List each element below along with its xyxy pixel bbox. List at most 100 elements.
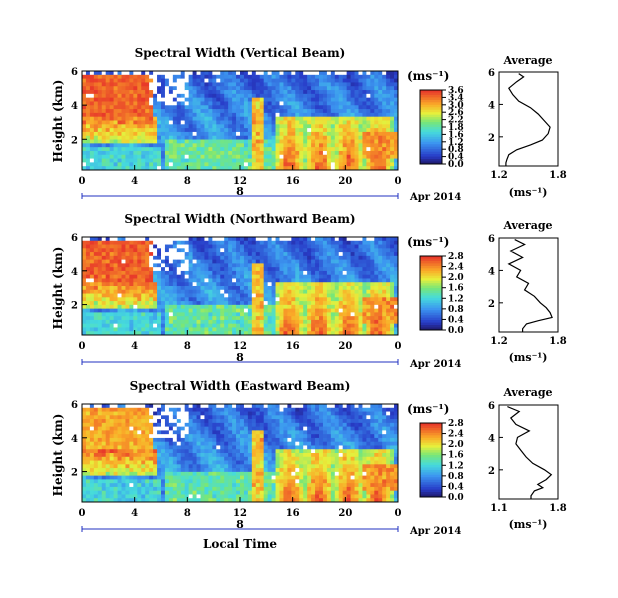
heatmap-cell [330,267,336,272]
heatmap-cell [322,282,328,287]
heatmap-cell [82,415,87,420]
heatmap-cell [224,120,229,125]
heatmap-cell [228,297,233,302]
heatmap-cell [358,304,363,310]
colorbar-swatch [420,312,442,316]
heatmap-cell [97,308,103,313]
heatmap-cell [224,252,229,257]
heatmap-cell [85,471,91,477]
heatmap-cell [153,109,158,114]
heatmap-cell [145,460,150,465]
heatmap-cell [176,90,182,95]
heatmap-cell [247,293,253,298]
heatmap-cell [263,244,269,249]
heatmap-cell [164,162,170,167]
heatmap-cell [247,120,253,125]
heatmap-cell [330,274,336,279]
heatmap-cell [97,471,103,477]
heatmap-cell [184,131,190,137]
heatmap-cell [390,244,395,249]
heatmap-cell [133,101,138,106]
heatmap-cell [390,166,395,171]
heatmap-cell [200,86,205,91]
heatmap-cell [319,116,324,121]
heatmap-cell [342,286,348,291]
heatmap-cell [153,453,158,458]
heatmap-cell [141,263,146,268]
heatmap-cell [378,297,383,302]
heatmap-cell [188,282,193,287]
heatmap-cell [125,86,130,91]
heatmap-cell [105,101,111,106]
heatmap-cell [338,259,344,264]
heatmap-cell [346,244,351,249]
heatmap-cell [263,82,269,87]
heatmap-cell [354,327,359,332]
heatmap-cell [188,248,193,253]
heatmap-cell [133,166,138,171]
heatmap-cell [125,498,130,503]
heatmap-cell [346,128,351,133]
heatmap-cell [374,143,379,148]
heatmap-cell [129,267,134,272]
heatmap-cell [259,86,265,91]
x-tick-label: 20 [338,341,352,352]
heatmap-cell [192,135,197,140]
heatmap-cell [319,128,324,133]
heatmap-cell [176,135,182,140]
heatmap-cell [161,252,166,257]
heatmap-cell [311,143,316,148]
heatmap-cell [366,259,371,264]
heatmap-cell [200,105,205,110]
heatmap-cell [287,97,292,102]
heatmap-cell [133,116,138,121]
heatmap-cell [228,319,233,325]
heatmap-cell [97,101,103,106]
heatmap-cell [125,437,130,443]
heatmap-cell [82,475,87,480]
heatmap-cell [334,331,340,336]
heatmap-cell [259,255,265,261]
heatmap-cell [125,327,130,332]
heatmap-cell [326,267,332,272]
heatmap-cell [157,150,162,156]
heatmap-cell [378,308,383,313]
heatmap-cell [101,259,107,264]
heatmap-cell [129,139,134,144]
heatmap-cell [113,71,118,76]
heatmap-cell [334,259,340,264]
heatmap-cell [311,316,316,321]
heatmap-cell [330,293,336,298]
heatmap-cell [133,471,138,477]
heatmap-cell [97,464,103,469]
heatmap-cell [370,131,375,137]
heatmap-cell [350,135,355,140]
heatmap-cell [228,90,233,95]
heatmap-cell [350,120,355,125]
heatmap-cell [85,404,91,409]
heatmap-cell [196,316,201,321]
heatmap-cell [322,105,328,110]
heatmap-cell [176,293,182,298]
heatmap-cell [240,120,245,125]
heatmap-cell [366,147,371,152]
heatmap-cell [121,278,126,283]
heatmap-cell [350,86,355,91]
heatmap-cell [247,274,253,279]
heatmap-cell [330,101,336,106]
heatmap-cell [85,93,91,99]
heatmap-cell [133,270,138,276]
heatmap-cell [279,278,284,283]
heatmap-cell [287,82,292,87]
heatmap-cell [109,494,114,499]
heatmap-cell [228,112,233,118]
heatmap-cell [319,124,324,129]
heatmap-cell [145,278,150,283]
heatmap-cell [243,319,249,325]
heatmap-cell [82,327,87,332]
heatmap-cell [362,282,367,287]
heatmap-cell [378,105,383,110]
heatmap-cell [161,162,166,167]
heatmap-cell [224,319,229,325]
heatmap-cell [382,93,387,99]
